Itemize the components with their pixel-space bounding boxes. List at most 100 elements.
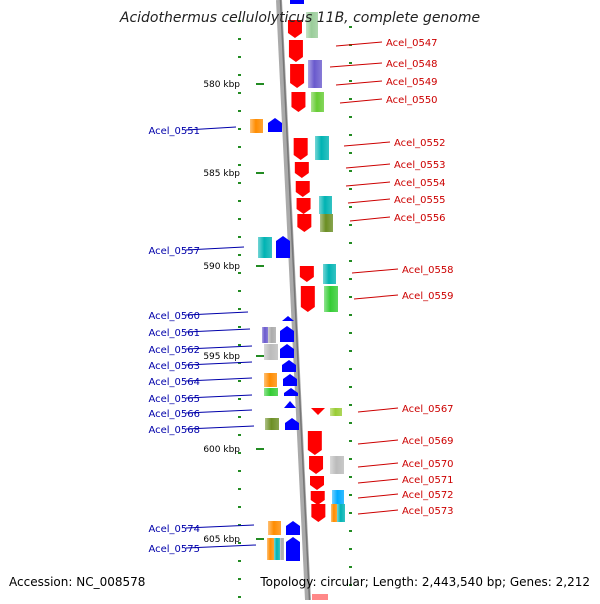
domain-box bbox=[264, 373, 277, 387]
gene-leader-line bbox=[185, 544, 257, 549]
gene-leader-line bbox=[185, 409, 253, 414]
gene-label-right: Acel_0555 bbox=[394, 195, 446, 206]
reverse-gene-arrow bbox=[282, 360, 296, 372]
gene-label-right: Acel_0547 bbox=[386, 38, 438, 49]
reverse-gene-arrow bbox=[282, 316, 294, 321]
gene-leader-line bbox=[357, 493, 399, 499]
reverse-gene-arrow bbox=[276, 236, 290, 258]
tick-dot bbox=[349, 404, 352, 406]
domain-box bbox=[268, 521, 281, 535]
tick-dot bbox=[238, 416, 241, 418]
tick-dot bbox=[238, 200, 241, 202]
gene-label-left: Acel_0575 bbox=[148, 544, 200, 555]
domain-box bbox=[268, 327, 276, 343]
tick-dot bbox=[349, 116, 352, 118]
tick-dot bbox=[238, 74, 241, 76]
gene-leader-line bbox=[349, 216, 391, 222]
forward-gene-arrow bbox=[295, 181, 310, 197]
tick-dot bbox=[349, 188, 352, 190]
forward-gene-arrow bbox=[294, 162, 309, 178]
tick-dot bbox=[349, 242, 352, 244]
tick-dot bbox=[349, 422, 352, 424]
tick-dot bbox=[238, 542, 241, 544]
tick-dot bbox=[349, 386, 352, 388]
accession-text: Accession: NC_008578 bbox=[9, 575, 146, 589]
tick-dot bbox=[238, 326, 241, 328]
tick-dot bbox=[238, 164, 241, 166]
tick-dot bbox=[349, 332, 352, 334]
domain-box bbox=[265, 418, 279, 430]
gene-leader-line bbox=[335, 80, 383, 86]
tick-dot bbox=[238, 38, 241, 40]
topology-text: Topology: circular; Length: 2,443,540 bp… bbox=[260, 575, 590, 589]
tick-dot bbox=[349, 314, 352, 316]
tick-dot bbox=[349, 458, 352, 460]
forward-gene-arrow bbox=[287, 20, 302, 38]
gene-leader-line bbox=[347, 198, 391, 204]
tick-dot bbox=[238, 398, 241, 400]
tick-dot bbox=[238, 236, 241, 238]
gene-label-left: Acel_0560 bbox=[148, 311, 200, 322]
tick-dot bbox=[349, 566, 352, 568]
kbp-tick-label: 595 kbp bbox=[203, 352, 240, 362]
forward-gene-arrow bbox=[309, 456, 324, 474]
tick-dot bbox=[349, 278, 352, 280]
tick-dot bbox=[349, 440, 352, 442]
gene-label-left: Acel_0551 bbox=[148, 126, 200, 137]
tick-dot bbox=[238, 110, 241, 112]
domain-box bbox=[267, 538, 274, 560]
gene-leader-line bbox=[329, 62, 383, 68]
gene-label-right: Acel_0559 bbox=[402, 291, 454, 302]
reverse-gene-arrow bbox=[284, 401, 296, 408]
forward-gene-arrow bbox=[311, 408, 325, 415]
gene-leader-line bbox=[185, 311, 249, 316]
forward-gene-arrow bbox=[310, 476, 325, 490]
gene-leader-line bbox=[357, 462, 399, 468]
reverse-gene-arrow bbox=[286, 537, 300, 561]
forward-gene-arrow bbox=[296, 198, 311, 214]
reverse-gene-arrow bbox=[290, 0, 304, 4]
gene-leader-line bbox=[335, 41, 383, 47]
forward-gene-arrow bbox=[300, 286, 315, 312]
tick-dot bbox=[349, 548, 352, 550]
forward-gene-arrow bbox=[311, 504, 326, 522]
domain-box bbox=[258, 237, 272, 258]
tick-dot bbox=[238, 488, 241, 490]
gene-leader-line bbox=[353, 294, 399, 300]
forward-gene-arrow bbox=[307, 431, 322, 455]
reverse-gene-arrow bbox=[283, 374, 297, 386]
tick-dot bbox=[349, 584, 352, 586]
domain-box bbox=[311, 92, 324, 112]
domain-box bbox=[306, 12, 318, 38]
reverse-gene-arrow bbox=[268, 118, 282, 132]
domain-box bbox=[324, 286, 338, 312]
kbp-tick-label: 580 kbp bbox=[203, 80, 240, 90]
gene-label-right: Acel_0567 bbox=[402, 404, 454, 415]
tick-dot bbox=[349, 152, 352, 154]
gene-label-right: Acel_0548 bbox=[386, 59, 438, 70]
tick-dot bbox=[238, 290, 241, 292]
reverse-gene-arrow bbox=[280, 344, 294, 358]
forward-gene-arrow bbox=[297, 214, 312, 232]
gene-leader-line bbox=[185, 377, 253, 382]
domain-box bbox=[330, 408, 342, 416]
gene-label-left: Acel_0561 bbox=[148, 328, 200, 339]
tick-dot bbox=[349, 170, 352, 172]
gene-leader-line bbox=[339, 98, 383, 104]
domain-box bbox=[280, 538, 284, 560]
tick-dot bbox=[349, 98, 352, 100]
reverse-gene-arrow bbox=[280, 326, 294, 342]
gene-label-left: Acel_0566 bbox=[148, 409, 200, 420]
tick-dot bbox=[238, 596, 241, 598]
tick-dot bbox=[238, 560, 241, 562]
gene-leader-line bbox=[345, 181, 391, 187]
tick-dot bbox=[238, 470, 241, 472]
domain-box bbox=[320, 214, 333, 232]
domain-box bbox=[331, 504, 337, 522]
domain-box bbox=[308, 60, 322, 88]
domain-box bbox=[264, 344, 278, 360]
kbp-tick-label: 600 kbp bbox=[203, 445, 240, 455]
reverse-gene-arrow bbox=[285, 418, 299, 430]
gene-label-right: Acel_0552 bbox=[394, 138, 446, 149]
tick-dot bbox=[349, 512, 352, 514]
